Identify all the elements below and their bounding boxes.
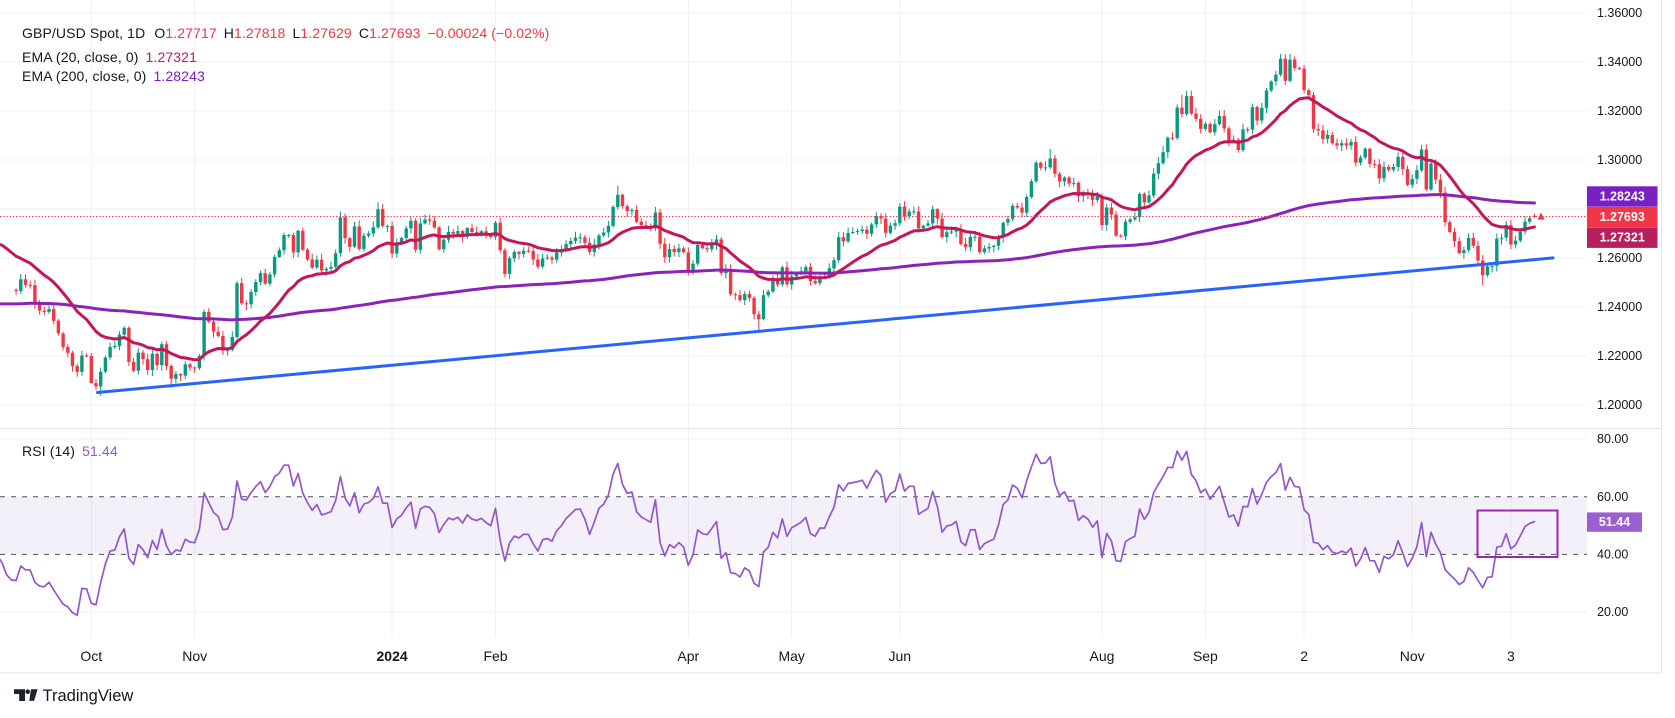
svg-text:Aug: Aug bbox=[1090, 648, 1115, 664]
svg-text:1.26000: 1.26000 bbox=[1597, 251, 1642, 265]
svg-text:Nov: Nov bbox=[182, 648, 207, 664]
svg-text:EMA (200, close, 0)1.28243: EMA (200, close, 0) 1.28243 bbox=[22, 68, 205, 84]
svg-text:Sep: Sep bbox=[1193, 648, 1218, 664]
svg-text:EMA (20, close, 0)1.27321: EMA (20, close, 0) 1.27321 bbox=[22, 49, 197, 65]
svg-text:1.34000: 1.34000 bbox=[1597, 55, 1642, 69]
svg-text:1.24000: 1.24000 bbox=[1597, 300, 1642, 314]
svg-text:2: 2 bbox=[1300, 648, 1308, 664]
svg-text:May: May bbox=[778, 648, 804, 664]
svg-text:1.28243: 1.28243 bbox=[1600, 190, 1645, 204]
svg-text:51.44: 51.44 bbox=[1599, 515, 1630, 529]
svg-text:Jun: Jun bbox=[889, 648, 912, 664]
svg-text:1.27693: 1.27693 bbox=[1600, 210, 1645, 224]
svg-text:1.20000: 1.20000 bbox=[1597, 398, 1642, 412]
svg-text:1.36000: 1.36000 bbox=[1597, 6, 1642, 20]
svg-text:TradingView: TradingView bbox=[43, 687, 134, 705]
svg-text:1.30000: 1.30000 bbox=[1597, 153, 1642, 167]
svg-text:1.27321: 1.27321 bbox=[1600, 231, 1645, 245]
svg-text:40.00: 40.00 bbox=[1597, 547, 1628, 561]
svg-text:Oct: Oct bbox=[80, 648, 102, 664]
svg-text:20.00: 20.00 bbox=[1597, 605, 1628, 619]
svg-text:Feb: Feb bbox=[483, 648, 507, 664]
svg-text:3: 3 bbox=[1507, 648, 1515, 664]
svg-text:Apr: Apr bbox=[677, 648, 699, 664]
svg-text:Nov: Nov bbox=[1400, 648, 1425, 664]
svg-text:RSI (14)51.44: RSI (14) 51.44 bbox=[22, 443, 118, 459]
svg-text:2024: 2024 bbox=[377, 648, 408, 664]
svg-text:80.00: 80.00 bbox=[1597, 432, 1628, 446]
svg-text:60.00: 60.00 bbox=[1597, 490, 1628, 504]
svg-text:1.32000: 1.32000 bbox=[1597, 104, 1642, 118]
svg-text:1.22000: 1.22000 bbox=[1597, 349, 1642, 363]
